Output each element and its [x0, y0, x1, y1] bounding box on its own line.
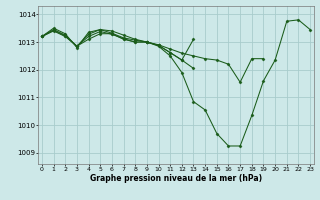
- X-axis label: Graphe pression niveau de la mer (hPa): Graphe pression niveau de la mer (hPa): [90, 174, 262, 183]
